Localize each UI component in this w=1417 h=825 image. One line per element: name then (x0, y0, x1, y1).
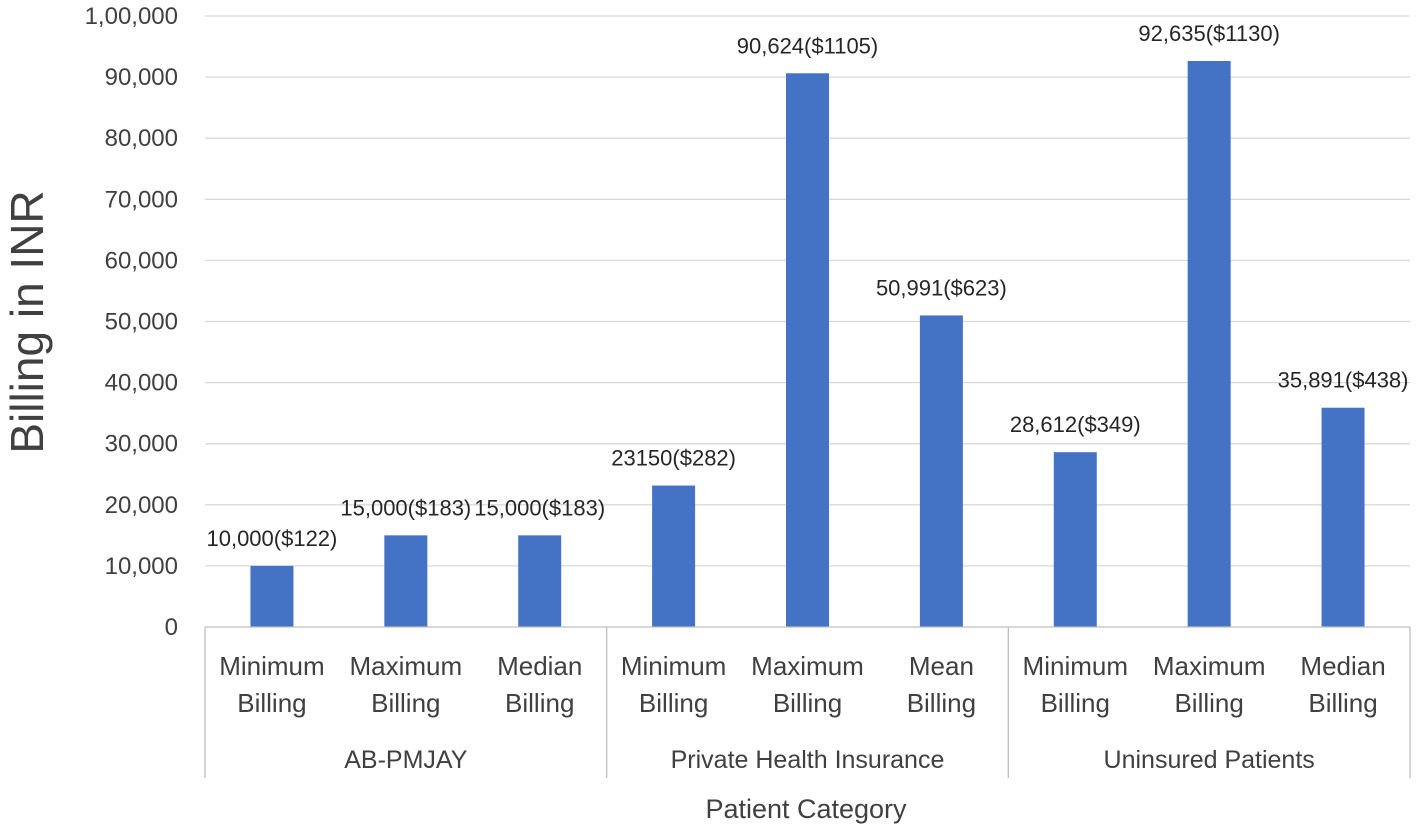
category-label-line2: Billing (1308, 688, 1377, 718)
data-label: 90,624($1105) (737, 33, 879, 58)
y-tick-label: 1,00,000 (85, 3, 178, 30)
y-tick-label: 40,000 (105, 370, 178, 397)
data-label: 92,635($1130) (1138, 21, 1280, 46)
y-tick-label: 50,000 (105, 309, 178, 336)
data-label: 10,000($122) (206, 526, 337, 551)
bar (652, 485, 696, 627)
category-label-line2: Billing (1041, 688, 1110, 718)
category-label-line1: Minimum (1023, 651, 1128, 681)
category-label-line2: Billing (773, 688, 842, 718)
category-label-line2: Billing (371, 688, 440, 718)
category-label-line1: Minimum (219, 651, 324, 681)
category-label-line1: Maximum (349, 651, 462, 681)
category-label-line2: Billing (505, 688, 574, 718)
y-tick-label: 80,000 (105, 125, 178, 152)
category-label-line2: Billing (907, 688, 976, 718)
data-label: 35,891($438) (1278, 368, 1409, 393)
bar (1187, 61, 1231, 628)
data-label: 15,000($183) (474, 495, 605, 520)
category-label-line1: Maximum (1153, 651, 1266, 681)
category-label-line2: Billing (237, 688, 306, 718)
data-label: 15,000($183) (340, 495, 471, 520)
bar (1321, 407, 1365, 627)
axes (204, 626, 1411, 778)
bar (786, 73, 829, 628)
y-tick-label: 60,000 (105, 247, 178, 274)
bar (250, 565, 294, 627)
bar (919, 315, 963, 627)
category-label-line1: Maximum (751, 651, 864, 681)
category-label-line1: Minimum (621, 651, 726, 681)
y-tick-label: 10,000 (105, 553, 178, 580)
y-tick-label: 90,000 (105, 64, 178, 91)
data-label: 23150($282) (611, 446, 736, 471)
data-label: 50,991($623) (876, 275, 1007, 300)
group-label: AB-PMJAY (344, 746, 467, 774)
bars (250, 61, 1365, 628)
category-label-line2: Billing (639, 688, 708, 718)
category-label-line2: Billing (1174, 688, 1243, 718)
y-tick-label: 20,000 (105, 492, 178, 519)
bar (518, 535, 562, 627)
bar (384, 535, 428, 627)
data-label: 28,612($349) (1010, 412, 1141, 437)
category-label-line1: Mean (909, 651, 974, 681)
category-label-line1: Median (497, 651, 582, 681)
group-label: Uninsured Patients (1104, 746, 1315, 774)
y-tick-label: 70,000 (105, 186, 178, 213)
bar (1053, 452, 1097, 627)
x-axis-title: Patient Category (705, 794, 907, 824)
y-tick-label: 30,000 (105, 431, 178, 458)
y-axis-title: Billing in INR (1, 190, 53, 453)
group-label: Private Health Insurance (671, 746, 945, 774)
category-label-line1: Median (1300, 651, 1385, 681)
y-tick-label: 0 (165, 614, 178, 641)
labels: 0 10,000 20,000 30,000 40,000 50,000 60,000 70,… (85, 3, 1409, 774)
